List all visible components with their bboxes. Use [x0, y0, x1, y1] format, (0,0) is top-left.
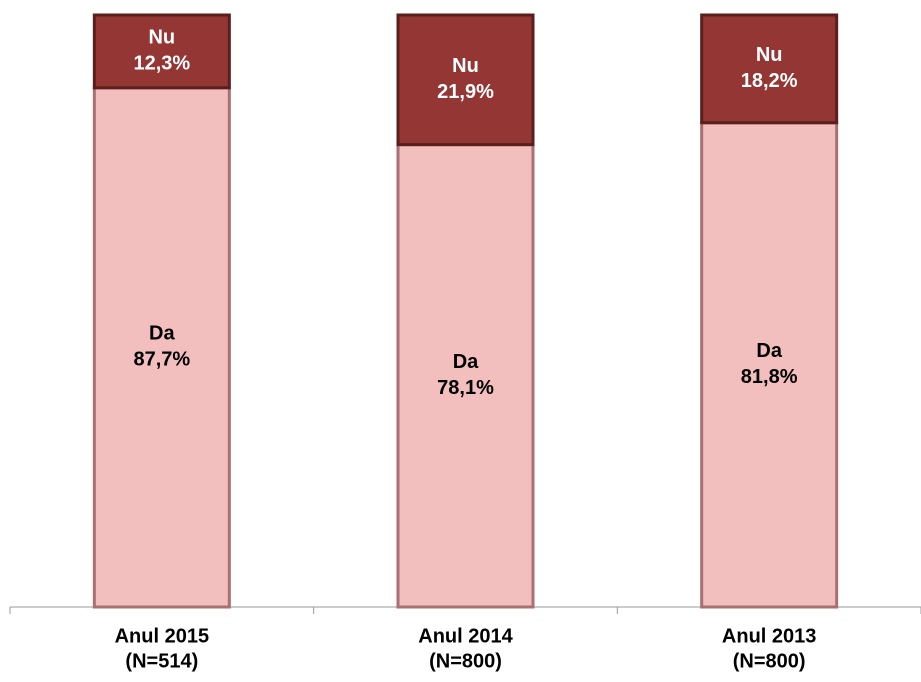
bar-segment — [396, 143, 535, 609]
data-label: 78,1% — [437, 377, 494, 399]
data-label: 87,7% — [133, 349, 190, 371]
x-tick-label: (N=800) — [733, 650, 806, 672]
segment-name: Da — [453, 351, 479, 373]
bar-segment — [396, 13, 535, 147]
segment-name: Da — [149, 323, 175, 345]
x-tick-label: (N=800) — [429, 650, 502, 672]
bar-segment — [700, 13, 839, 125]
segment-name: Nu — [148, 27, 175, 49]
x-tick-label: Anul 2014 — [418, 625, 513, 647]
segment-name: Nu — [756, 44, 783, 66]
x-tick-label: Anul 2015 — [115, 625, 209, 647]
bar-segment — [92, 86, 231, 609]
segment-name: Nu — [452, 55, 479, 77]
data-label: 21,9% — [437, 81, 494, 103]
bar-segment — [92, 13, 231, 90]
bar-segment — [700, 121, 839, 609]
x-tick-label: (N=514) — [125, 650, 198, 672]
segment-name: Da — [756, 340, 782, 362]
data-label: 12,3% — [133, 53, 190, 75]
data-label: 81,8% — [741, 366, 798, 388]
data-label: 18,2% — [741, 70, 798, 92]
x-tick-label: Anul 2013 — [722, 625, 816, 647]
